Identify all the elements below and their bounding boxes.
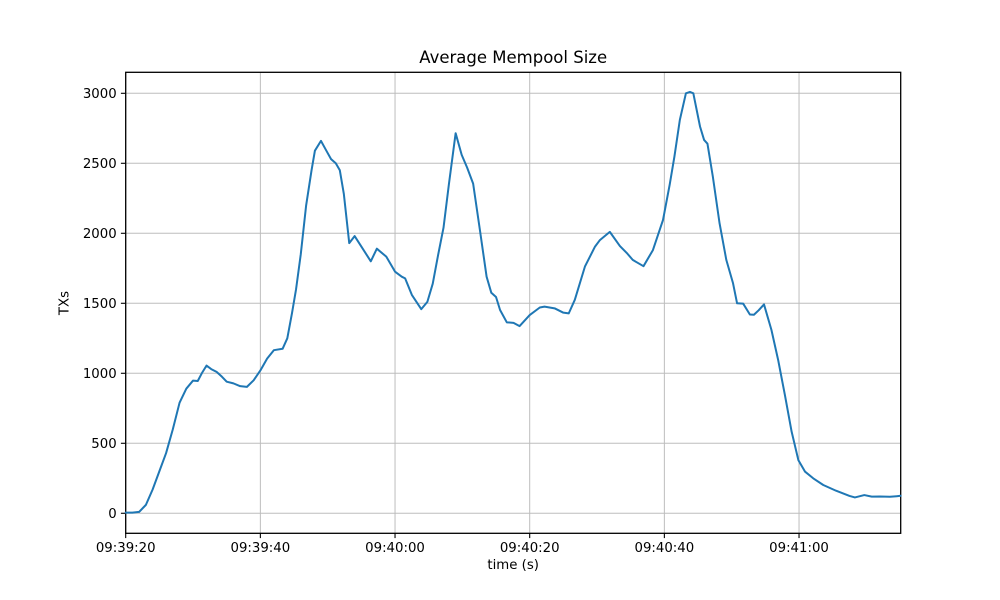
x-tick-label: 09:39:20 bbox=[96, 541, 156, 556]
x-tick-label: 09:40:40 bbox=[634, 541, 694, 556]
y-tick-label: 2500 bbox=[83, 157, 117, 172]
y-tick-label: 1000 bbox=[83, 367, 117, 382]
chart-title: Average Mempool Size bbox=[419, 48, 608, 67]
y-tick-label: 0 bbox=[108, 507, 116, 522]
x-axis-label: time (s) bbox=[487, 558, 539, 573]
y-tick-label: 1500 bbox=[83, 297, 117, 312]
x-tick-label: 09:39:40 bbox=[230, 541, 290, 556]
y-tick-label: 2000 bbox=[83, 227, 117, 242]
data-line-average-mempool-size bbox=[124, 90, 902, 514]
x-tick-label: 09:40:00 bbox=[365, 541, 425, 556]
x-tick-label: 09:41:00 bbox=[769, 541, 829, 556]
x-tick-label: 09:40:20 bbox=[500, 541, 560, 556]
y-tick-label: 3000 bbox=[83, 87, 117, 102]
y-tick-label: 500 bbox=[91, 437, 116, 452]
y-axis-label: TXs bbox=[57, 290, 73, 316]
